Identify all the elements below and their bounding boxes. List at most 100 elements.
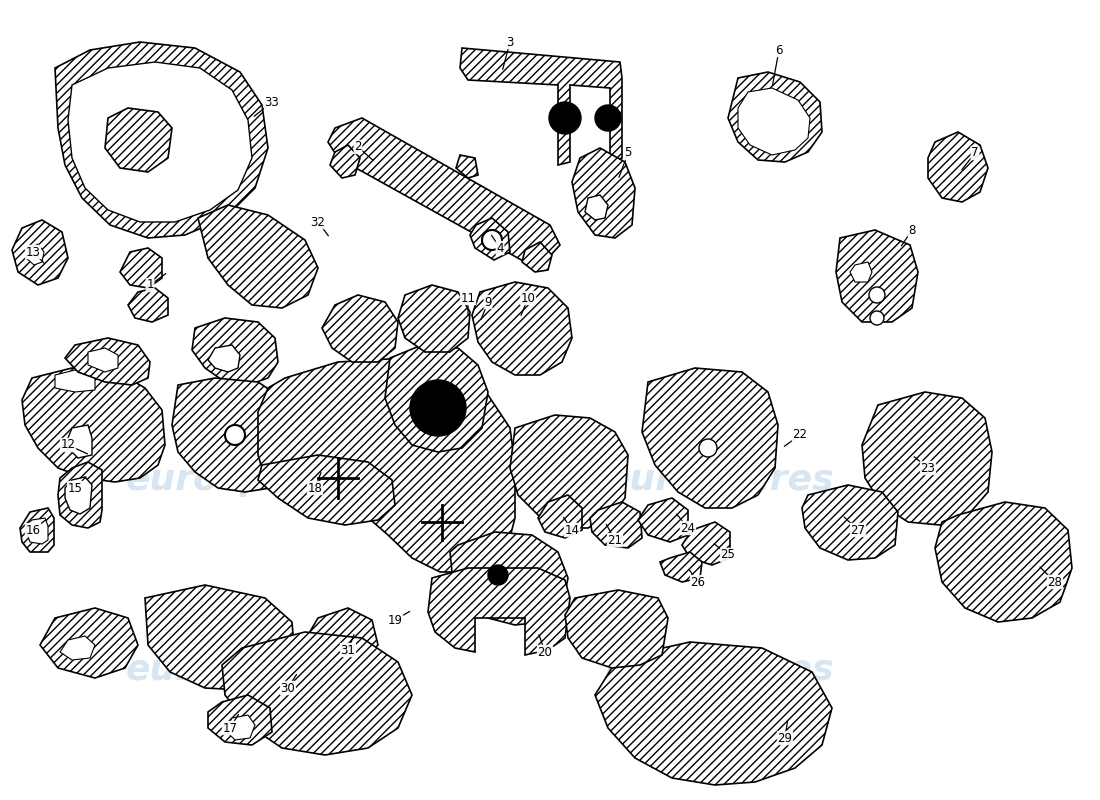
Text: 7: 7 [971,146,979,159]
Text: 9: 9 [484,295,492,309]
Text: 25: 25 [720,549,736,562]
Text: 28: 28 [1047,575,1063,589]
Polygon shape [572,148,635,238]
Text: 5: 5 [625,146,631,159]
Polygon shape [385,345,488,452]
Polygon shape [68,62,252,222]
Polygon shape [120,248,162,288]
Polygon shape [565,590,668,668]
Circle shape [870,311,884,325]
Polygon shape [26,244,44,265]
Polygon shape [522,242,552,272]
Polygon shape [935,502,1072,622]
Text: 31: 31 [341,643,355,657]
Polygon shape [595,642,832,785]
Circle shape [869,287,886,303]
Text: 30: 30 [280,682,296,694]
Polygon shape [40,608,138,678]
Polygon shape [456,155,478,178]
Polygon shape [802,485,898,560]
Text: 21: 21 [607,534,623,546]
Polygon shape [55,370,95,392]
Circle shape [488,565,508,585]
Polygon shape [172,378,298,492]
Text: 32: 32 [310,215,326,229]
Text: 8: 8 [909,223,915,237]
Circle shape [698,439,717,457]
Text: 22: 22 [792,429,807,442]
Text: 10: 10 [520,291,536,305]
Polygon shape [728,72,822,162]
Polygon shape [258,455,395,525]
Text: eurospares: eurospares [125,653,354,687]
Polygon shape [470,218,510,260]
Polygon shape [450,532,568,625]
Text: 24: 24 [681,522,695,534]
Circle shape [482,230,502,250]
Text: eurospares: eurospares [125,463,354,497]
Circle shape [549,102,581,134]
Polygon shape [328,118,560,262]
Polygon shape [192,318,278,385]
Polygon shape [208,695,272,745]
Text: 17: 17 [222,722,238,734]
Polygon shape [642,368,778,508]
Polygon shape [928,132,988,202]
Text: 33: 33 [265,95,279,109]
Polygon shape [322,295,398,362]
Text: 23: 23 [921,462,935,474]
Text: 14: 14 [564,523,580,537]
Polygon shape [510,415,628,528]
Polygon shape [308,608,378,665]
Polygon shape [682,522,730,565]
Polygon shape [538,495,582,538]
Polygon shape [58,462,102,528]
Text: 4: 4 [496,242,504,254]
Polygon shape [222,632,412,755]
Polygon shape [460,48,621,165]
Text: 16: 16 [25,523,41,537]
Polygon shape [258,358,515,572]
Polygon shape [330,145,360,178]
Text: 13: 13 [25,246,41,258]
Polygon shape [738,88,810,155]
Polygon shape [22,368,165,482]
Text: 29: 29 [778,731,792,745]
Text: 27: 27 [850,523,866,537]
Polygon shape [60,636,95,660]
Text: eurospares: eurospares [606,653,834,687]
Polygon shape [850,262,872,282]
Polygon shape [585,195,608,220]
Polygon shape [398,285,470,352]
Polygon shape [862,392,992,525]
Polygon shape [55,42,268,238]
Polygon shape [128,288,168,322]
Polygon shape [226,715,255,740]
Polygon shape [12,220,68,285]
Polygon shape [145,585,295,690]
Text: 11: 11 [461,291,475,305]
Polygon shape [65,477,92,514]
Text: 19: 19 [387,614,403,626]
Text: 3: 3 [506,35,514,49]
Polygon shape [88,348,118,372]
Polygon shape [198,205,318,308]
Text: 18: 18 [308,482,322,494]
Polygon shape [20,508,54,552]
Text: 1: 1 [146,278,154,291]
Circle shape [410,380,466,436]
Polygon shape [472,282,572,375]
Polygon shape [68,425,92,458]
Circle shape [226,425,245,445]
Circle shape [595,105,621,131]
Polygon shape [660,552,702,582]
Polygon shape [590,502,642,548]
Text: 12: 12 [60,438,76,451]
Text: 15: 15 [67,482,82,494]
Polygon shape [65,338,150,385]
Text: 2: 2 [354,141,362,154]
Polygon shape [208,345,240,372]
Text: 26: 26 [691,575,705,589]
Polygon shape [836,230,918,322]
Polygon shape [26,518,48,544]
